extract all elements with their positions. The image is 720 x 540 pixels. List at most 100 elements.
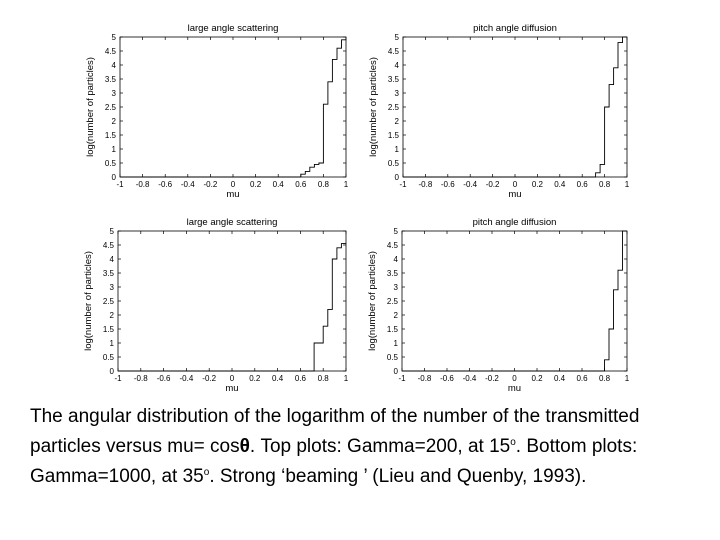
y-tick-label: 0.5 bbox=[388, 159, 400, 168]
y-tick-label: 2.5 bbox=[388, 103, 400, 112]
chart-panel-1: large angle scattering -1 -0.8 -0.6 -0.4 -0.2… bbox=[85, 23, 349, 200]
x-tick-label: 1 bbox=[625, 374, 630, 383]
x-tick-label: -0.2 bbox=[485, 374, 499, 383]
y-tick-label: 3 bbox=[110, 283, 115, 292]
y-tick-label: 4.5 bbox=[105, 47, 117, 56]
y-tick-label: 4 bbox=[394, 255, 399, 264]
y-tick-label: 3.5 bbox=[388, 75, 400, 84]
series-line-1 bbox=[118, 243, 346, 372]
caption-theta: θ bbox=[239, 436, 250, 457]
x-tick-label: 1 bbox=[625, 180, 630, 189]
y-tick-label: 1.5 bbox=[387, 325, 399, 334]
plot-frame bbox=[401, 230, 628, 372]
chart-panel-2: pitch angle diffusion -1 -0.8 -0.6 -0.4 -0.2 0… bbox=[368, 23, 630, 200]
y-tick-label: 3.5 bbox=[387, 269, 399, 278]
y-axis-label: log(number of particles) bbox=[367, 251, 378, 351]
y-axis-label: log(number of particles) bbox=[368, 57, 379, 157]
caption-part3: . Bottom plots: Gamma=1000, at 35 bbox=[30, 436, 638, 487]
y-tick-label: 4.5 bbox=[388, 47, 400, 56]
y-tick-label: 2.5 bbox=[387, 297, 399, 306]
x-tick-label: -0.8 bbox=[418, 374, 432, 383]
x-tick-label: 0 bbox=[231, 180, 236, 189]
caption-part1: The angular distribution of the logarith… bbox=[30, 406, 640, 457]
plot-frame bbox=[402, 36, 628, 178]
x-tick-label: 0.6 bbox=[576, 374, 588, 383]
x-tick-label: 0.4 bbox=[272, 374, 284, 383]
x-tick-label: 0.6 bbox=[577, 180, 589, 189]
caption-degree-1: o bbox=[510, 437, 516, 448]
chart-title: large angle scattering bbox=[187, 217, 278, 228]
x-tick-label: -0.6 bbox=[157, 374, 171, 383]
series-line-1 bbox=[120, 39, 346, 178]
x-tick-label: -0.8 bbox=[136, 180, 150, 189]
y-tick-label: 3.5 bbox=[103, 269, 115, 278]
y-tick-label: 2.5 bbox=[105, 103, 117, 112]
x-tick-label: -0.2 bbox=[486, 180, 500, 189]
x-tick-label: -0.6 bbox=[158, 180, 172, 189]
x-tick-label: -0.2 bbox=[204, 180, 218, 189]
y-tick-label: 2 bbox=[110, 311, 115, 320]
x-tick-label: 0.2 bbox=[531, 374, 543, 383]
x-tick-label: 0.8 bbox=[599, 180, 611, 189]
caption-degree-2: o bbox=[203, 467, 210, 478]
y-tick-label: 5 bbox=[110, 227, 115, 236]
x-tick-label: -0.6 bbox=[440, 374, 454, 383]
figure: large angle scattering -1 -0.8 -0.6 -0.4 -0.2… bbox=[83, 23, 630, 394]
x-tick-label: 0.8 bbox=[318, 180, 330, 189]
x-axis-label: mu bbox=[226, 189, 239, 200]
figure-caption: The angular distribution of the logarith… bbox=[30, 404, 710, 490]
y-tick-label: 0.5 bbox=[103, 353, 115, 362]
x-tick-label: -0.8 bbox=[419, 180, 433, 189]
plot-frame bbox=[119, 36, 347, 178]
x-tick-label: -0.4 bbox=[181, 180, 195, 189]
y-tick-label: 0 bbox=[394, 367, 399, 376]
y-tick-label: 1.5 bbox=[103, 325, 115, 334]
y-tick-label: 1 bbox=[112, 145, 117, 154]
x-axis-label: mu bbox=[508, 383, 521, 394]
chart-panel-4: pitch angle diffusion -1 -0.8 -0.6 -0.4 -0.2 0… bbox=[367, 217, 630, 394]
x-tick-label: -0.6 bbox=[441, 180, 455, 189]
x-axis-label: mu bbox=[225, 383, 238, 394]
caption-part2: . Top plots: Gamma=200, at 15 bbox=[249, 436, 511, 457]
y-tick-label: 1.5 bbox=[388, 131, 400, 140]
x-tick-label: 0.4 bbox=[554, 374, 566, 383]
y-tick-label: 0 bbox=[112, 173, 117, 182]
x-tick-label: 0.8 bbox=[599, 374, 611, 383]
chart-title: pitch angle diffusion bbox=[473, 217, 557, 228]
x-tick-label: -0.4 bbox=[463, 374, 477, 383]
x-tick-label: 0 bbox=[513, 180, 518, 189]
y-axis-label: log(number of particles) bbox=[85, 57, 96, 157]
x-tick-label: 0.2 bbox=[249, 374, 261, 383]
x-tick-label: -0.4 bbox=[180, 374, 194, 383]
chart-title: pitch angle diffusion bbox=[473, 23, 557, 34]
x-tick-label: -1 bbox=[398, 374, 406, 383]
y-tick-label: 4 bbox=[112, 61, 117, 70]
chart-title: large angle scattering bbox=[188, 23, 279, 34]
x-tick-label: 0 bbox=[230, 374, 235, 383]
y-tick-label: 4 bbox=[395, 61, 400, 70]
y-tick-label: 3 bbox=[395, 89, 400, 98]
y-tick-label: 5 bbox=[394, 227, 399, 236]
caption-part4: . Strong ‘beaming ’ (Lieu and Quenby, 19… bbox=[209, 466, 587, 487]
y-tick-label: 0 bbox=[110, 367, 115, 376]
y-tick-label: 0.5 bbox=[387, 353, 399, 362]
series-line-1 bbox=[403, 36, 627, 178]
y-tick-label: 0.5 bbox=[105, 159, 117, 168]
chart-grid: large angle scattering -1 -0.8 -0.6 -0.4 -0.2… bbox=[83, 23, 630, 394]
y-tick-label: 2 bbox=[395, 117, 400, 126]
x-tick-label: 0.8 bbox=[318, 374, 330, 383]
x-tick-label: 1 bbox=[344, 180, 349, 189]
y-tick-label: 0 bbox=[395, 173, 400, 182]
y-tick-label: 1 bbox=[110, 339, 115, 348]
y-tick-label: 3 bbox=[112, 89, 117, 98]
y-tick-label: 5 bbox=[395, 33, 400, 42]
y-tick-label: 1 bbox=[395, 145, 400, 154]
x-tick-label: 0.6 bbox=[295, 180, 307, 189]
x-tick-label: -1 bbox=[399, 180, 407, 189]
x-tick-label: 0.6 bbox=[295, 374, 307, 383]
x-tick-label: -0.4 bbox=[463, 180, 477, 189]
chart-panel-3: large angle scattering -1 -0.8 -0.6 -0.4 -0.2… bbox=[83, 217, 349, 394]
y-tick-label: 2 bbox=[112, 117, 117, 126]
y-tick-label: 2.5 bbox=[103, 297, 115, 306]
x-tick-label: 0 bbox=[512, 374, 517, 383]
